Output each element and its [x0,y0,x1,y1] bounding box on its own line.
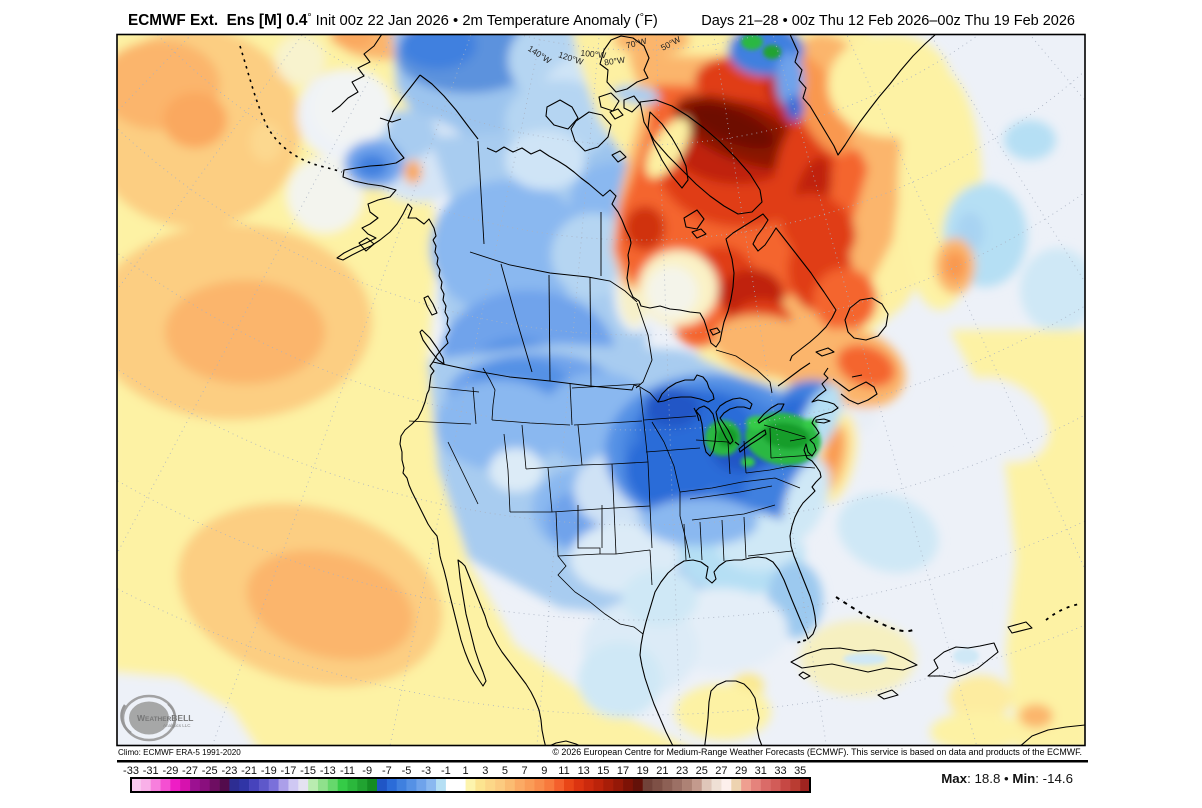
svg-text:31: 31 [755,765,767,777]
svg-text:-9: -9 [362,765,372,777]
svg-text:80°W: 80°W [604,55,626,68]
svg-text:-13: -13 [320,765,336,777]
svg-text:33: 33 [774,765,786,777]
svg-text:-19: -19 [261,765,277,777]
svg-text:5: 5 [502,765,508,777]
svg-text:-31: -31 [143,765,159,777]
svg-text:Analytics LLC: Analytics LLC [163,723,191,728]
svg-text:-33: -33 [123,765,139,777]
svg-text:21: 21 [656,765,668,777]
svg-text:29: 29 [735,765,747,777]
svg-text:3: 3 [482,765,488,777]
svg-text:-21: -21 [241,765,257,777]
svg-text:19: 19 [637,765,649,777]
svg-text:70°W: 70°W [625,36,648,51]
svg-text:Climo: ECMWF ERA-5 1991-2020: Climo: ECMWF ERA-5 1991-2020 [118,748,241,757]
svg-text:-27: -27 [182,765,198,777]
svg-text:7: 7 [522,765,528,777]
svg-text:35: 35 [794,765,806,777]
svg-text:11: 11 [558,765,569,777]
svg-text:100°W: 100°W [580,48,607,61]
svg-text:WEATHERBELL: WEATHERBELL [137,713,193,723]
svg-text:13: 13 [578,765,590,777]
svg-text:-23: -23 [221,765,237,777]
svg-text:23: 23 [676,765,688,777]
svg-text:-7: -7 [382,765,392,777]
svg-text:ECMWF Ext. Ens [M] 0.4° Init: ECMWF Ext. Ens [M] 0.4° Init 00z 22 Jan … [128,12,658,30]
svg-text:Max: 18.8 • Min: -14.6: Max: 18.8 • Min: -14.6 [941,771,1073,786]
svg-text:-15: -15 [300,765,316,777]
svg-text:-11: -11 [340,765,355,777]
svg-text:Days 21–28 • 00z Thu 12 Feb 20: Days 21–28 • 00z Thu 12 Feb 2026–00z Thu… [701,13,1075,29]
svg-text:-25: -25 [202,765,218,777]
svg-text:© 2026 European Centre for Med: © 2026 European Centre for Medium-Range … [552,747,1082,757]
svg-text:1: 1 [463,765,469,777]
svg-text:-1: -1 [441,765,451,777]
svg-text:-5: -5 [402,765,412,777]
svg-text:9: 9 [541,765,547,777]
svg-text:-17: -17 [280,765,296,777]
svg-text:-29: -29 [162,765,178,777]
svg-text:27: 27 [715,765,727,777]
svg-text:25: 25 [696,765,708,777]
svg-text:-3: -3 [421,765,431,777]
svg-text:15: 15 [597,765,609,777]
svg-text:17: 17 [617,765,629,777]
